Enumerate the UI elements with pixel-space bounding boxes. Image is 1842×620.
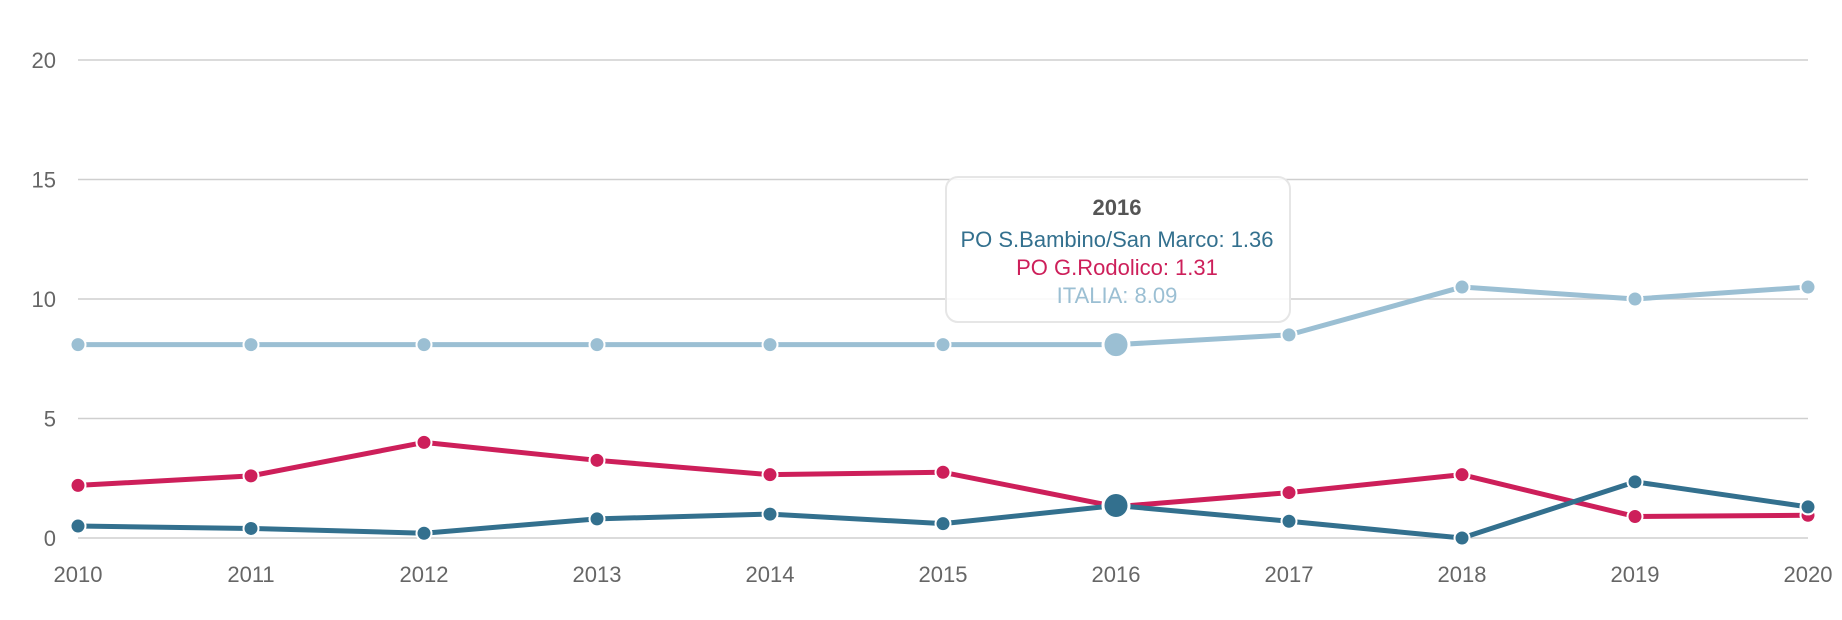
data-point-po-g-rodolico[interactable] — [417, 435, 432, 450]
x-tick-label: 2011 — [227, 562, 274, 587]
data-point-po-s-bambino-san-marco[interactable] — [1103, 492, 1129, 518]
series-po-s-bambino-san-marco — [71, 474, 1816, 545]
x-tick-label: 2014 — [746, 562, 795, 587]
data-point-italia[interactable] — [1801, 280, 1816, 295]
x-tick-label: 2015 — [919, 562, 968, 587]
y-axis-ticks: 0 5 10 15 20 — [32, 48, 56, 551]
data-point-po-g-rodolico[interactable] — [1282, 485, 1297, 500]
tooltip-line-sbambino: PO S.Bambino/San Marco: 1.36 — [960, 227, 1273, 252]
data-point-po-s-bambino-san-marco[interactable] — [71, 519, 86, 534]
data-point-po-g-rodolico[interactable] — [763, 467, 778, 482]
y-tick-label: 10 — [32, 287, 56, 312]
chart-container: 0 5 10 15 20 2010 2011 2012 2013 2014 2015 2016 201… — [0, 0, 1842, 620]
tooltip: 2016 PO S.Bambino/San Marco: 1.36 PO G.R… — [946, 177, 1290, 322]
data-point-po-g-rodolico[interactable] — [936, 465, 951, 480]
series-layer — [71, 280, 1816, 546]
x-tick-label: 2010 — [54, 562, 103, 587]
data-point-po-g-rodolico[interactable] — [244, 468, 259, 483]
series-italia — [71, 280, 1816, 358]
y-tick-label: 5 — [44, 407, 56, 432]
series-line-italia — [78, 287, 1808, 345]
data-point-italia[interactable] — [417, 337, 432, 352]
y-tick-label: 15 — [32, 168, 56, 193]
data-point-italia[interactable] — [936, 337, 951, 352]
x-tick-label: 2018 — [1438, 562, 1487, 587]
data-point-po-g-rodolico[interactable] — [1455, 467, 1470, 482]
data-point-italia[interactable] — [763, 337, 778, 352]
data-point-italia[interactable] — [1282, 327, 1297, 342]
line-chart: 05101520 2010 2011 2012 2013 2014 2015 2016 201… — [0, 0, 1842, 620]
tooltip-line-italia: ITALIA: 8.09 — [1057, 283, 1178, 308]
data-point-po-s-bambino-san-marco[interactable] — [1282, 514, 1297, 529]
x-tick-label: 2017 — [1265, 562, 1314, 587]
tooltip-line-rodolico: PO G.Rodolico: 1.31 — [1016, 255, 1218, 280]
data-point-po-s-bambino-san-marco[interactable] — [590, 511, 605, 526]
x-tick-label: 2016 — [1092, 562, 1141, 587]
data-point-po-s-bambino-san-marco[interactable] — [417, 526, 432, 541]
tooltip-title: 2016 — [1093, 195, 1142, 220]
data-point-po-s-bambino-san-marco[interactable] — [244, 521, 259, 536]
data-point-italia[interactable] — [71, 337, 86, 352]
data-point-italia[interactable] — [1628, 292, 1643, 307]
data-point-italia[interactable] — [1103, 332, 1129, 358]
data-point-po-s-bambino-san-marco[interactable] — [763, 507, 778, 522]
x-axis-ticks: 2010 2011 2012 2013 2014 2015 2016 2017 2018 2019… — [54, 562, 1833, 587]
x-tick-label: 2019 — [1611, 562, 1660, 587]
data-point-po-s-bambino-san-marco[interactable] — [936, 516, 951, 531]
y-tick-label: 20 — [32, 48, 56, 73]
data-point-po-s-bambino-san-marco[interactable] — [1455, 531, 1470, 546]
y-tick-label: 0 — [44, 526, 56, 551]
data-point-po-s-bambino-san-marco[interactable] — [1801, 499, 1816, 514]
data-point-po-g-rodolico[interactable] — [590, 453, 605, 468]
data-point-po-g-rodolico[interactable] — [1628, 509, 1643, 524]
x-tick-label: 2012 — [400, 562, 449, 587]
x-tick-label: 2020 — [1784, 562, 1833, 587]
data-point-po-g-rodolico[interactable] — [71, 478, 86, 493]
data-point-po-s-bambino-san-marco[interactable] — [1628, 474, 1643, 489]
data-point-italia[interactable] — [244, 337, 259, 352]
x-tick-label: 2013 — [573, 562, 622, 587]
data-point-italia[interactable] — [1455, 280, 1470, 295]
data-point-italia[interactable] — [590, 337, 605, 352]
